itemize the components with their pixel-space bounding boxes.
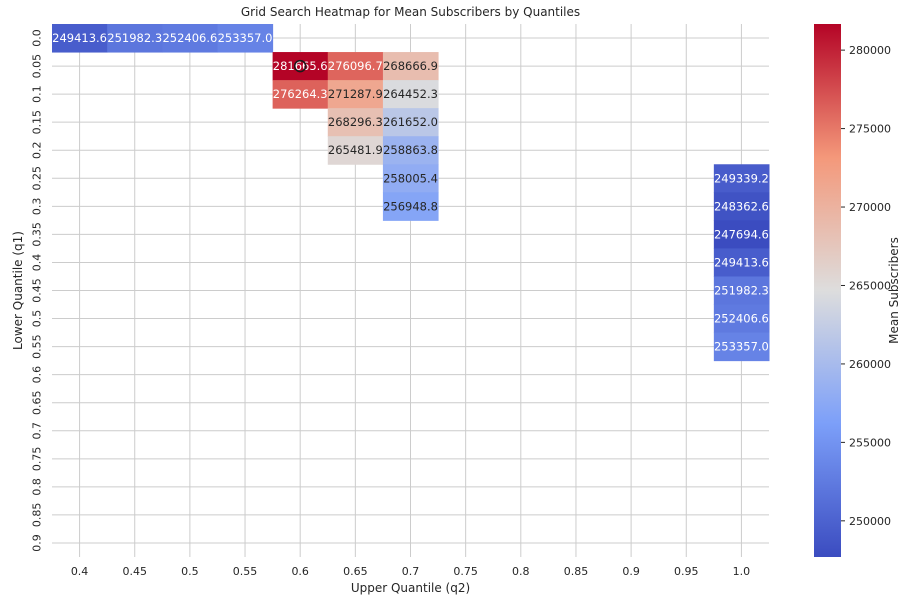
x-tick-label: 0.55 (233, 565, 258, 578)
heatmap-cell (713, 248, 770, 277)
y-tick-label: 0.6 (31, 366, 44, 384)
colorbar-tick-label: 255000 (849, 436, 891, 449)
heatmap-cell (382, 52, 439, 81)
y-tick-label: 0.05 (31, 54, 44, 79)
heatmap-cell (713, 164, 770, 193)
heatmap-cell (713, 192, 770, 221)
x-tick-label: 0.45 (122, 565, 147, 578)
x-tick-label: 0.4 (71, 565, 89, 578)
y-tick-label: 0.45 (31, 278, 44, 303)
heatmap-cell (713, 220, 770, 249)
cell-value-label: 281665.6 (273, 59, 328, 73)
cell-value-label: 251982.3 (714, 284, 769, 298)
heatmap-cell (327, 52, 384, 81)
x-tick-label: 0.75 (453, 565, 478, 578)
heatmap-cell (217, 24, 274, 53)
cell-value-label: 264452.3 (383, 87, 438, 101)
cell-value-label: 258005.4 (383, 171, 438, 185)
y-tick-label: 0.1 (31, 85, 44, 103)
heatmap-cell (52, 24, 108, 53)
y-tick-label: 0.0 (31, 29, 44, 47)
heatmap-cell (162, 24, 218, 53)
cell-value-label: 256948.8 (383, 199, 438, 213)
colorbar-tick-label: 250000 (849, 515, 891, 528)
heatmap-cell (382, 192, 439, 221)
cell-value-label: 253357.0 (218, 31, 273, 45)
cell-value-label: 252406.6 (162, 31, 217, 45)
x-tick-label: 0.65 (343, 565, 368, 578)
cell-value-label: 248362.6 (714, 199, 769, 213)
y-tick-label: 0.7 (31, 422, 44, 440)
colorbar (814, 24, 841, 557)
x-tick-label: 0.85 (564, 565, 589, 578)
highlight-circle-marker (293, 59, 307, 73)
colorbar-tick-label: 275000 (849, 123, 891, 136)
cell-value-label: 271287.9 (328, 87, 383, 101)
x-tick-label: 0.7 (402, 565, 420, 578)
colorbar-ticks: 250000 255000 260000 265000 270000 275000 2800… (841, 44, 891, 528)
y-tick-label: 0.35 (31, 222, 44, 247)
heatmap-cell (327, 136, 384, 165)
heatmap-cell (382, 164, 439, 193)
heatmap-cell (713, 276, 770, 306)
heatmap-cell (107, 24, 163, 53)
colorbar-tick-label: 260000 (849, 358, 891, 371)
y-tick-label: 0.2 (31, 141, 44, 159)
x-axis-label: Upper Quantile (q2) (351, 581, 470, 595)
cell-labels: 249413.6 251982.3 252406.6 253357.0281665.6… (52, 31, 769, 354)
y-tick-label: 0.3 (31, 198, 44, 216)
cell-value-label: 265481.9 (328, 143, 383, 157)
y-tick-label: 0.55 (31, 334, 44, 359)
cell-value-label: 252406.6 (714, 312, 769, 326)
cell-value-label: 276096.7 (328, 59, 383, 73)
heatmap-cell (272, 52, 329, 81)
x-axis-ticks: 0.4 0.45 0.5 0.55 0.6 0.65 0.7 0.75 0.8 0.85 0.9 0.… (71, 565, 750, 578)
cell-value-label: 276264.3 (273, 87, 328, 101)
cell-value-label: 258863.8 (383, 143, 438, 157)
y-tick-label: 0.85 (31, 503, 44, 528)
x-tick-label: 1.0 (733, 565, 751, 578)
heatmap-cell (382, 136, 439, 165)
cell-value-label: 251982.3 (107, 31, 162, 45)
colorbar-label: Mean Subscribers (887, 237, 901, 344)
cell-value-label: 249413.6 (52, 31, 107, 45)
x-tick-label: 0.5 (181, 565, 199, 578)
highlight-marker (293, 59, 307, 73)
cell-value-label: 268666.9 (383, 59, 438, 73)
cell-value-label: 249413.6 (714, 255, 769, 269)
colorbar-tick-label: 280000 (849, 44, 891, 57)
y-tick-label: 0.8 (31, 478, 44, 496)
x-tick-label: 0.8 (512, 565, 530, 578)
y-tick-label: 0.65 (31, 390, 44, 415)
cell-value-label: 247694.6 (714, 227, 769, 241)
y-tick-label: 0.25 (31, 166, 44, 191)
heatmap-cell (382, 108, 439, 137)
cell-value-label: 249339.2 (714, 171, 769, 185)
chart-title: Grid Search Heatmap for Mean Subscribers… (241, 5, 580, 19)
cell-value-label: 261652.0 (383, 115, 438, 129)
y-tick-label: 0.5 (31, 310, 44, 328)
heatmap-cell (272, 80, 329, 109)
y-tick-label: 0.15 (31, 110, 44, 134)
y-axis-ticks: 0.0 0.05 0.1 0.15 0.2 0.25 0.3 0.35 0.4 0.45 0.5 0.… (31, 29, 44, 551)
heatmap-cell (713, 332, 770, 362)
y-tick-label: 0.75 (31, 447, 44, 472)
x-tick-label: 0.95 (674, 565, 699, 578)
cell-value-label: 268296.3 (328, 115, 383, 129)
heatmap-cells (52, 24, 770, 362)
heatmap-cell (713, 304, 770, 334)
colorbar-tick-label: 270000 (849, 201, 891, 214)
x-tick-label: 0.9 (622, 565, 640, 578)
colorbar-tick-label: 265000 (849, 279, 891, 292)
heatmap-cell (327, 108, 384, 137)
y-tick-label: 0.4 (31, 254, 44, 272)
cell-value-label: 253357.0 (714, 340, 769, 354)
heatmap-cell (327, 80, 384, 109)
y-axis-label: Lower Quantile (q1) (11, 231, 25, 350)
y-tick-label: 0.9 (31, 534, 44, 552)
heatmap-cell (382, 80, 439, 109)
x-tick-label: 0.6 (291, 565, 309, 578)
